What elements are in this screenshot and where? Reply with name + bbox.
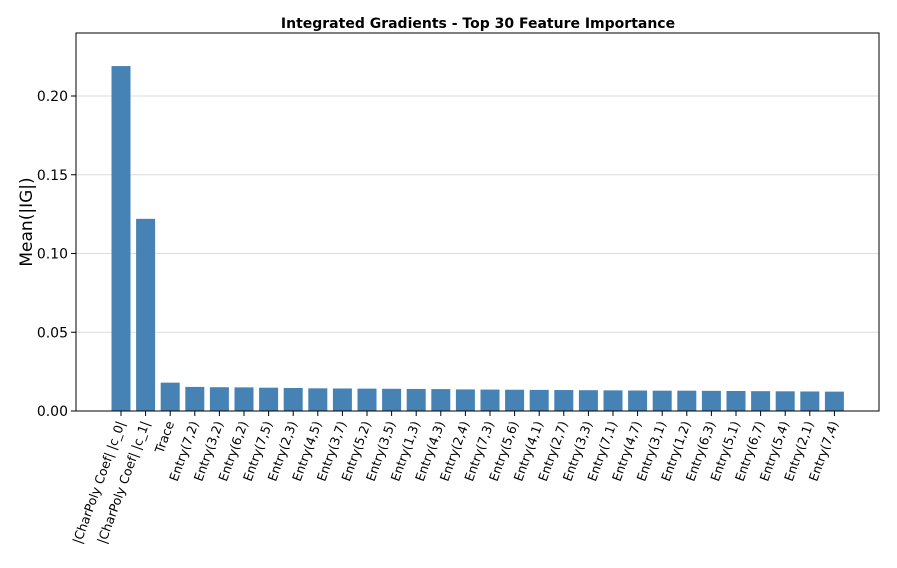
bar xyxy=(111,66,131,411)
bar xyxy=(529,389,549,411)
bar xyxy=(209,387,229,411)
bar xyxy=(357,388,377,411)
bar xyxy=(701,390,721,411)
bar xyxy=(455,389,475,411)
bar xyxy=(775,391,795,411)
bar xyxy=(751,391,771,411)
bar xyxy=(652,390,672,411)
bar xyxy=(431,389,451,411)
bar xyxy=(234,387,254,411)
y-tick-label: 0.15 xyxy=(37,168,68,184)
y-tick-label: 0.10 xyxy=(37,247,68,263)
bar xyxy=(800,391,820,411)
bar xyxy=(259,387,279,411)
bar xyxy=(136,218,156,411)
y-tick-label: 0.05 xyxy=(37,325,68,341)
y-tick-label: 0.20 xyxy=(37,89,68,105)
bar xyxy=(505,389,525,411)
bar xyxy=(480,389,500,411)
bar xyxy=(406,388,426,411)
chart-title: Integrated Gradients - Top 30 Feature Im… xyxy=(281,16,675,32)
bar xyxy=(628,390,648,411)
bar xyxy=(185,386,205,411)
bar xyxy=(726,390,746,411)
bar xyxy=(554,390,574,411)
bar xyxy=(603,390,623,411)
bar xyxy=(578,390,598,411)
bar xyxy=(677,390,697,411)
y-tick-label: 0.00 xyxy=(37,404,68,420)
bar xyxy=(382,388,402,411)
bar xyxy=(160,382,180,411)
bar xyxy=(283,388,303,411)
bar xyxy=(824,391,844,411)
bar xyxy=(308,388,328,411)
x-tick-label: Trace xyxy=(151,419,177,457)
grid-lines xyxy=(76,95,879,333)
y-axis-label: Mean(|IG|) xyxy=(17,177,37,266)
y-axis: 0.00 0.05 0.10 0.15 0.20 xyxy=(37,89,76,420)
plot-frame xyxy=(75,32,880,412)
bar xyxy=(332,388,352,411)
bars xyxy=(111,66,844,411)
x-axis: |CharPoly Coef| |c_0||CharPoly Coef| |c_… xyxy=(69,411,841,546)
